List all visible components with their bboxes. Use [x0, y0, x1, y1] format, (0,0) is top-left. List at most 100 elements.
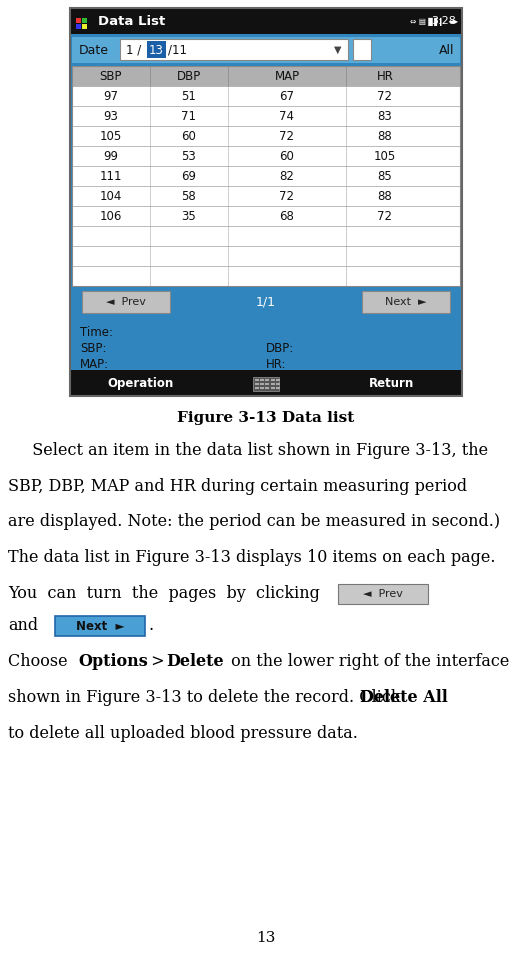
Text: 68: 68 — [279, 210, 294, 222]
Text: Next  ►: Next ► — [76, 620, 124, 632]
Text: 72: 72 — [378, 210, 393, 222]
Bar — [72, 166, 460, 186]
Text: MAP:: MAP: — [80, 357, 109, 371]
Bar — [253, 377, 279, 391]
Text: 72: 72 — [279, 129, 295, 143]
Text: 60: 60 — [279, 149, 294, 163]
Bar — [260, 386, 264, 389]
Text: 104: 104 — [100, 190, 122, 202]
Text: 13: 13 — [149, 43, 164, 57]
Bar — [276, 386, 280, 389]
Text: 1/1: 1/1 — [256, 295, 276, 308]
Bar — [82, 18, 87, 23]
Text: 105: 105 — [100, 129, 122, 143]
Text: 88: 88 — [378, 190, 393, 202]
Text: >: > — [146, 653, 170, 671]
Text: 82: 82 — [279, 170, 294, 183]
Text: are displayed. Note: the period can be measured in second.): are displayed. Note: the period can be m… — [8, 513, 500, 531]
Bar — [338, 584, 428, 604]
Text: The data list in Figure 3-13 displays 10 items on each page.: The data list in Figure 3-13 displays 10… — [8, 550, 495, 566]
Text: 105: 105 — [374, 149, 396, 163]
Text: Figure 3-13 Data list: Figure 3-13 Data list — [177, 411, 355, 425]
Text: 99: 99 — [104, 149, 119, 163]
Bar — [260, 378, 264, 381]
Bar — [70, 34, 462, 370]
Text: ◄  Prev: ◄ Prev — [363, 589, 403, 599]
Text: 97: 97 — [104, 89, 119, 103]
Bar — [72, 206, 460, 226]
Text: 93: 93 — [104, 109, 119, 123]
Text: Options: Options — [78, 653, 148, 671]
Bar — [271, 378, 275, 381]
Bar — [255, 386, 259, 389]
Bar — [72, 226, 460, 246]
Bar — [255, 378, 259, 381]
Bar — [353, 39, 371, 60]
Bar — [76, 18, 81, 23]
Text: SBP:: SBP: — [80, 341, 106, 354]
Bar — [70, 370, 462, 396]
Text: Date: Date — [79, 43, 109, 57]
Text: 88: 88 — [378, 129, 393, 143]
Text: 53: 53 — [181, 149, 196, 163]
Text: Select an item in the data list shown in Figure 3-13, the: Select an item in the data list shown in… — [22, 442, 488, 459]
Text: 111: 111 — [100, 170, 122, 183]
Text: 67: 67 — [279, 89, 295, 103]
Text: All: All — [438, 43, 454, 57]
Text: 51: 51 — [181, 89, 196, 103]
Text: ▼: ▼ — [334, 45, 342, 55]
Bar — [276, 382, 280, 385]
Text: SBP: SBP — [100, 70, 122, 82]
Bar — [72, 86, 460, 106]
Bar — [72, 66, 460, 286]
Bar — [70, 8, 462, 34]
Bar — [271, 386, 275, 389]
Bar — [120, 39, 348, 60]
Text: 3:28: 3:28 — [431, 16, 456, 26]
Text: MAP: MAP — [275, 70, 300, 82]
Text: 72: 72 — [378, 89, 393, 103]
Text: shown in Figure 3-13 to delete the record. Click: shown in Figure 3-13 to delete the recor… — [8, 690, 406, 706]
Text: 71: 71 — [181, 109, 196, 123]
Bar — [255, 382, 259, 385]
Text: DBP: DBP — [177, 70, 201, 82]
Text: and: and — [8, 618, 38, 634]
Bar — [82, 24, 87, 29]
Text: HR: HR — [377, 70, 394, 82]
Text: 35: 35 — [181, 210, 196, 222]
Text: Data List: Data List — [98, 14, 165, 28]
Bar — [72, 186, 460, 206]
Text: Choose: Choose — [8, 653, 73, 671]
Text: Operation: Operation — [107, 376, 173, 390]
Bar — [82, 291, 170, 313]
Text: Time:: Time: — [80, 326, 113, 338]
Bar — [72, 146, 460, 166]
Text: 72: 72 — [279, 190, 295, 202]
Text: Delete All: Delete All — [360, 690, 448, 706]
Text: on the lower right of the interface: on the lower right of the interface — [226, 653, 509, 671]
Text: 1 /: 1 / — [126, 43, 142, 57]
Text: Delete: Delete — [166, 653, 223, 671]
Text: 106: 106 — [100, 210, 122, 222]
Text: HR:: HR: — [266, 357, 287, 371]
Text: Return: Return — [369, 376, 414, 390]
Bar — [147, 41, 166, 58]
Text: .: . — [148, 618, 153, 634]
Text: 13: 13 — [256, 931, 276, 945]
Bar — [265, 382, 269, 385]
Bar — [72, 246, 460, 266]
Bar — [72, 266, 460, 286]
Text: to delete all uploaded blood pressure data.: to delete all uploaded blood pressure da… — [8, 725, 358, 742]
Bar — [55, 616, 145, 636]
Bar — [271, 382, 275, 385]
Bar — [276, 378, 280, 381]
Bar — [265, 386, 269, 389]
Text: 58: 58 — [181, 190, 196, 202]
Text: ◄  Prev: ◄ Prev — [106, 297, 146, 307]
Bar — [362, 291, 450, 313]
Text: You  can  turn  the  pages  by  clicking: You can turn the pages by clicking — [8, 585, 320, 603]
Text: 74: 74 — [279, 109, 295, 123]
Bar — [76, 24, 81, 29]
Text: DBP:: DBP: — [266, 341, 294, 354]
Text: 85: 85 — [378, 170, 393, 183]
